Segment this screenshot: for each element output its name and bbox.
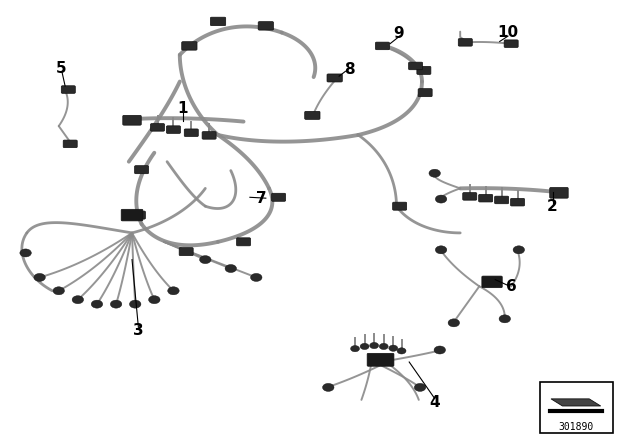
FancyBboxPatch shape — [504, 40, 518, 47]
FancyBboxPatch shape — [123, 116, 141, 125]
Text: 10: 10 — [497, 25, 518, 40]
Circle shape — [323, 383, 334, 392]
Text: 3: 3 — [133, 323, 144, 338]
Circle shape — [434, 346, 445, 354]
Text: 8: 8 — [344, 61, 355, 77]
FancyBboxPatch shape — [482, 276, 502, 288]
Circle shape — [200, 256, 211, 263]
Circle shape — [499, 315, 511, 323]
Circle shape — [34, 273, 45, 281]
Circle shape — [429, 169, 440, 177]
FancyBboxPatch shape — [150, 124, 164, 131]
Text: 4: 4 — [429, 395, 440, 409]
FancyBboxPatch shape — [418, 89, 432, 97]
Circle shape — [225, 264, 237, 272]
FancyBboxPatch shape — [458, 39, 472, 46]
FancyBboxPatch shape — [479, 194, 493, 202]
FancyBboxPatch shape — [131, 211, 145, 219]
FancyBboxPatch shape — [327, 74, 342, 82]
FancyBboxPatch shape — [182, 42, 197, 50]
FancyBboxPatch shape — [408, 62, 422, 70]
FancyBboxPatch shape — [367, 353, 394, 366]
FancyBboxPatch shape — [134, 166, 148, 174]
Circle shape — [513, 246, 525, 254]
FancyBboxPatch shape — [540, 382, 613, 433]
Circle shape — [20, 249, 31, 257]
Circle shape — [168, 287, 179, 295]
Polygon shape — [551, 399, 601, 406]
Circle shape — [397, 348, 406, 354]
FancyBboxPatch shape — [61, 86, 76, 93]
FancyBboxPatch shape — [463, 193, 477, 200]
Circle shape — [435, 246, 447, 254]
FancyBboxPatch shape — [166, 126, 180, 134]
Circle shape — [351, 345, 360, 352]
FancyBboxPatch shape — [417, 66, 431, 74]
Circle shape — [380, 343, 388, 349]
Text: 1: 1 — [178, 101, 188, 116]
Circle shape — [360, 343, 369, 349]
Text: 7: 7 — [256, 191, 267, 206]
Circle shape — [414, 383, 426, 392]
FancyBboxPatch shape — [393, 202, 406, 210]
FancyBboxPatch shape — [305, 112, 320, 119]
Text: 6: 6 — [506, 279, 516, 294]
Text: 9: 9 — [394, 26, 404, 41]
Circle shape — [72, 296, 84, 304]
Circle shape — [435, 195, 447, 203]
FancyBboxPatch shape — [550, 188, 568, 198]
FancyBboxPatch shape — [179, 248, 193, 256]
FancyBboxPatch shape — [271, 193, 285, 201]
Circle shape — [53, 287, 65, 295]
FancyBboxPatch shape — [495, 196, 509, 204]
Circle shape — [129, 300, 141, 308]
Circle shape — [148, 296, 160, 304]
FancyBboxPatch shape — [63, 140, 77, 148]
Circle shape — [110, 300, 122, 308]
FancyBboxPatch shape — [121, 209, 143, 221]
Circle shape — [250, 273, 262, 281]
FancyBboxPatch shape — [184, 129, 198, 137]
FancyBboxPatch shape — [202, 132, 216, 139]
FancyBboxPatch shape — [511, 198, 525, 206]
FancyBboxPatch shape — [376, 42, 390, 50]
FancyBboxPatch shape — [237, 238, 250, 246]
FancyBboxPatch shape — [258, 22, 273, 30]
FancyBboxPatch shape — [211, 17, 226, 26]
Text: 2: 2 — [547, 199, 558, 214]
Circle shape — [92, 300, 102, 308]
Text: 301890: 301890 — [559, 422, 594, 432]
Text: 5: 5 — [55, 60, 66, 76]
Circle shape — [389, 345, 397, 351]
Circle shape — [370, 342, 379, 349]
Circle shape — [448, 319, 460, 327]
